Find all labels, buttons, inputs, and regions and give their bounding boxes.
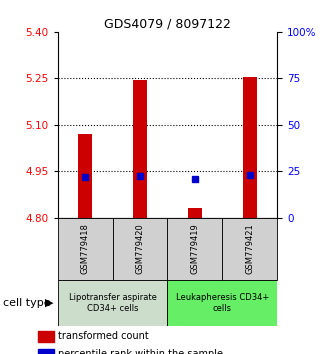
Text: Leukapheresis CD34+
cells: Leukapheresis CD34+ cells: [176, 293, 269, 313]
Bar: [133, 80, 147, 218]
Title: GDS4079 / 8097122: GDS4079 / 8097122: [104, 18, 231, 31]
Bar: [168, 218, 222, 280]
Bar: [113, 218, 168, 280]
Bar: [222, 218, 277, 280]
Bar: [243, 77, 257, 218]
Bar: [78, 134, 92, 218]
Text: GSM779418: GSM779418: [81, 223, 90, 274]
Bar: [58, 280, 168, 326]
Bar: [38, 331, 54, 342]
Text: Lipotransfer aspirate
CD34+ cells: Lipotransfer aspirate CD34+ cells: [69, 293, 156, 313]
Bar: [38, 349, 54, 354]
Text: transformed count: transformed count: [58, 331, 149, 341]
Text: percentile rank within the sample: percentile rank within the sample: [58, 349, 223, 354]
Bar: [58, 218, 113, 280]
Text: cell type: cell type: [3, 298, 51, 308]
Bar: [188, 209, 202, 218]
Text: GSM779419: GSM779419: [190, 223, 199, 274]
Text: ▶: ▶: [45, 298, 53, 308]
Text: GSM779420: GSM779420: [136, 223, 145, 274]
Text: GSM779421: GSM779421: [245, 223, 254, 274]
Bar: [168, 280, 277, 326]
